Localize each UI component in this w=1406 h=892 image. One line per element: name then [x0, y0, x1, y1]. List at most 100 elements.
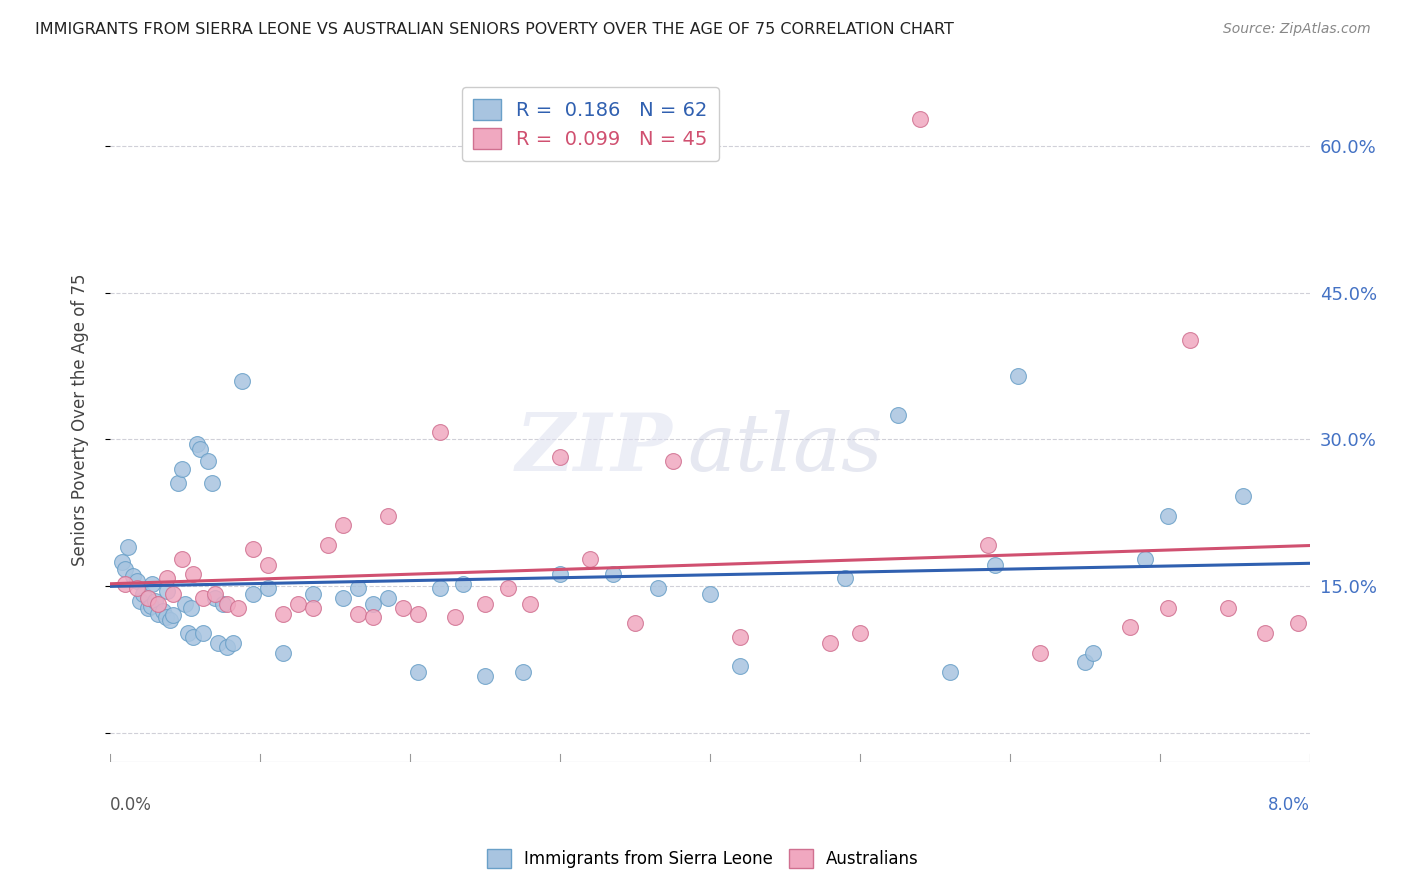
- Point: [332, 591, 354, 605]
- Point: [474, 597, 496, 611]
- Point: [191, 591, 214, 605]
- Point: [117, 540, 139, 554]
- Point: [188, 442, 211, 457]
- Point: [406, 665, 429, 680]
- Point: [602, 567, 624, 582]
- Point: [174, 597, 197, 611]
- Point: [429, 425, 451, 439]
- Point: [512, 665, 534, 680]
- Legend: Immigrants from Sierra Leone, Australians: Immigrants from Sierra Leone, Australian…: [481, 843, 925, 875]
- Point: [579, 551, 602, 566]
- Point: [125, 574, 148, 589]
- Point: [346, 607, 368, 621]
- Point: [217, 597, 239, 611]
- Point: [156, 571, 179, 585]
- Point: [271, 646, 294, 660]
- Point: [1156, 508, 1178, 523]
- Point: [316, 538, 339, 552]
- Point: [984, 558, 1007, 572]
- Point: [156, 584, 179, 599]
- Point: [548, 567, 571, 582]
- Point: [1007, 368, 1029, 383]
- Point: [377, 591, 399, 605]
- Point: [139, 599, 162, 613]
- Point: [256, 581, 278, 595]
- Point: [162, 587, 184, 601]
- Point: [1254, 626, 1277, 640]
- Point: [207, 636, 229, 650]
- Point: [129, 594, 152, 608]
- Point: [242, 541, 264, 556]
- Point: [1216, 600, 1239, 615]
- Point: [647, 581, 669, 595]
- Point: [152, 604, 174, 618]
- Point: [301, 600, 323, 615]
- Point: [1232, 489, 1254, 503]
- Point: [1178, 333, 1201, 347]
- Point: [177, 626, 200, 640]
- Point: [170, 551, 193, 566]
- Point: [548, 450, 571, 464]
- Point: [125, 581, 148, 595]
- Point: [301, 587, 323, 601]
- Point: [226, 600, 249, 615]
- Point: [181, 630, 204, 644]
- Point: [1133, 551, 1156, 566]
- Point: [444, 610, 467, 624]
- Text: 0.0%: 0.0%: [110, 797, 152, 814]
- Point: [699, 587, 721, 601]
- Point: [146, 607, 169, 621]
- Y-axis label: Seniors Poverty Over the Age of 75: Seniors Poverty Over the Age of 75: [72, 274, 89, 566]
- Point: [256, 558, 278, 572]
- Point: [197, 454, 219, 468]
- Point: [391, 600, 413, 615]
- Legend: R =  0.186   N = 62, R =  0.099   N = 45: R = 0.186 N = 62, R = 0.099 N = 45: [461, 87, 720, 161]
- Point: [191, 626, 214, 640]
- Point: [661, 454, 683, 468]
- Point: [162, 608, 184, 623]
- Point: [222, 636, 245, 650]
- Point: [818, 636, 841, 650]
- Point: [143, 594, 166, 608]
- Point: [217, 640, 239, 654]
- Point: [155, 610, 177, 624]
- Point: [1119, 620, 1142, 634]
- Point: [728, 659, 751, 673]
- Point: [834, 571, 856, 585]
- Text: Source: ZipAtlas.com: Source: ZipAtlas.com: [1223, 22, 1371, 37]
- Point: [271, 607, 294, 621]
- Point: [361, 610, 384, 624]
- Point: [361, 597, 384, 611]
- Text: IMMIGRANTS FROM SIERRA LEONE VS AUSTRALIAN SENIORS POVERTY OVER THE AGE OF 75 CO: IMMIGRANTS FROM SIERRA LEONE VS AUSTRALI…: [35, 22, 955, 37]
- Point: [519, 597, 541, 611]
- Point: [121, 569, 143, 583]
- Point: [1029, 646, 1052, 660]
- Point: [429, 581, 451, 595]
- Point: [287, 597, 309, 611]
- Point: [1156, 600, 1178, 615]
- Point: [204, 591, 226, 605]
- Point: [180, 600, 202, 615]
- Point: [136, 600, 159, 615]
- Point: [406, 607, 429, 621]
- Point: [332, 518, 354, 533]
- Point: [170, 461, 193, 475]
- Point: [242, 587, 264, 601]
- Point: [1074, 656, 1097, 670]
- Point: [728, 630, 751, 644]
- Point: [976, 538, 998, 552]
- Point: [1286, 616, 1309, 631]
- Point: [886, 408, 908, 422]
- Point: [211, 597, 233, 611]
- Point: [1081, 646, 1104, 660]
- Point: [377, 508, 399, 523]
- Point: [132, 587, 155, 601]
- Point: [111, 555, 134, 569]
- Point: [114, 577, 136, 591]
- Point: [908, 112, 931, 126]
- Point: [114, 561, 136, 575]
- Text: 8.0%: 8.0%: [1268, 797, 1310, 814]
- Point: [346, 581, 368, 595]
- Point: [201, 476, 224, 491]
- Point: [186, 437, 208, 451]
